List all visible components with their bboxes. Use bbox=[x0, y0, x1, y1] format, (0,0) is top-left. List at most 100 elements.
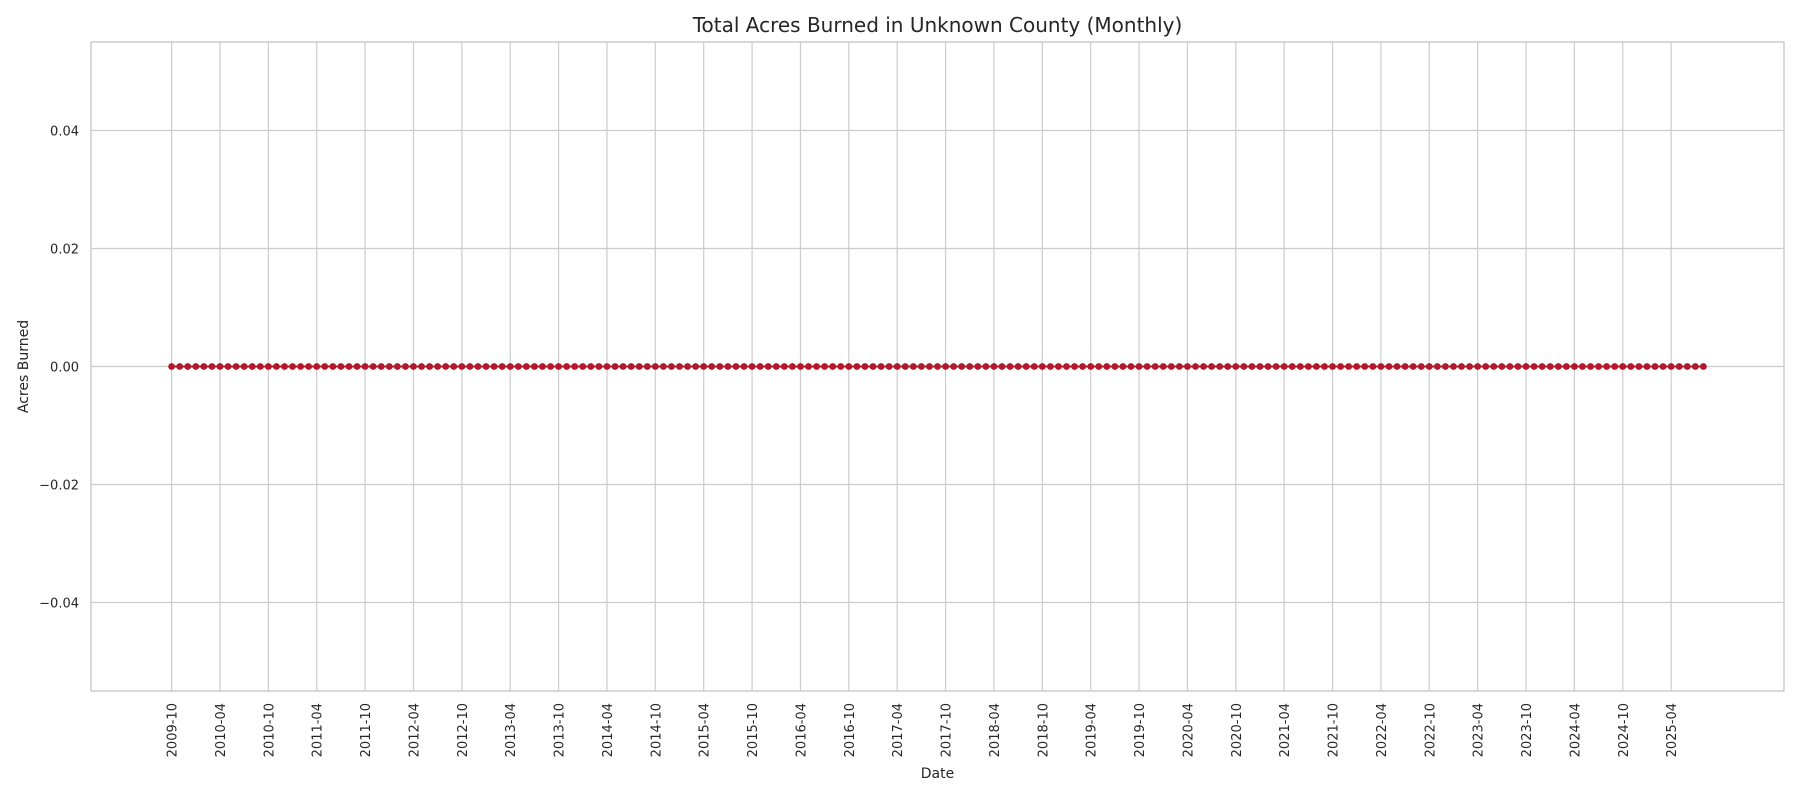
data-point bbox=[603, 363, 611, 370]
data-point bbox=[708, 363, 716, 370]
x-tick-label: 2011-04 bbox=[311, 703, 326, 757]
x-tick-label: 2022-10 bbox=[1423, 703, 1438, 757]
data-point bbox=[966, 363, 974, 370]
data-point bbox=[1232, 363, 1240, 370]
data-point bbox=[934, 363, 941, 370]
data-point bbox=[1119, 363, 1127, 370]
data-point bbox=[635, 363, 643, 370]
x-tick-label: 2015-04 bbox=[698, 703, 713, 757]
data-point bbox=[627, 363, 635, 370]
data-point bbox=[611, 363, 619, 370]
data-point bbox=[490, 363, 498, 370]
data-point bbox=[1659, 363, 1667, 370]
data-point bbox=[982, 363, 990, 370]
data-point bbox=[539, 363, 546, 370]
data-point bbox=[748, 363, 756, 370]
data-point bbox=[563, 363, 571, 370]
data-point bbox=[1635, 363, 1643, 370]
data-point bbox=[434, 363, 442, 370]
data-point bbox=[176, 363, 184, 370]
data-point bbox=[1530, 363, 1538, 370]
data-point bbox=[1474, 363, 1482, 370]
data-point bbox=[1683, 363, 1691, 370]
data-point bbox=[901, 363, 909, 370]
y-axis-ticks: −0.04 −0.02 0.00 0.02 0.04 bbox=[39, 125, 79, 612]
data-point bbox=[917, 363, 925, 370]
data-point bbox=[1546, 363, 1554, 370]
x-tick-label: 2013-04 bbox=[504, 703, 519, 757]
data-point bbox=[732, 363, 740, 370]
data-point bbox=[1361, 363, 1369, 370]
data-point bbox=[821, 363, 829, 370]
data-point bbox=[410, 363, 417, 370]
data-point bbox=[805, 363, 812, 370]
data-point bbox=[442, 363, 450, 370]
data-point bbox=[353, 363, 361, 370]
x-tick-label: 2024-04 bbox=[1568, 703, 1583, 757]
data-point bbox=[845, 363, 853, 370]
data-point bbox=[659, 363, 667, 370]
data-point bbox=[1256, 363, 1264, 370]
data-point bbox=[692, 363, 700, 370]
data-point bbox=[1240, 363, 1248, 370]
data-point bbox=[909, 363, 917, 370]
data-point bbox=[1200, 363, 1207, 370]
data-point bbox=[418, 363, 425, 370]
plot-frame bbox=[90, 41, 1785, 692]
data-point bbox=[1071, 363, 1078, 370]
data-point bbox=[361, 363, 369, 370]
data-point bbox=[998, 363, 1006, 370]
data-point bbox=[764, 363, 772, 370]
data-point bbox=[168, 363, 176, 370]
x-tick-label: 2010-04 bbox=[214, 703, 229, 757]
data-point bbox=[498, 363, 506, 370]
data-point bbox=[1321, 363, 1328, 370]
data-point bbox=[1111, 363, 1119, 370]
x-tick-label: 2019-10 bbox=[1133, 703, 1148, 757]
data-point bbox=[1329, 363, 1336, 370]
x-tick-label: 2020-10 bbox=[1230, 703, 1245, 757]
data-point bbox=[1216, 363, 1224, 370]
data-point bbox=[1603, 363, 1611, 370]
data-point bbox=[1337, 363, 1344, 370]
data-point bbox=[788, 363, 796, 370]
data-point bbox=[1167, 363, 1175, 370]
data-point bbox=[797, 363, 804, 370]
data-point bbox=[1619, 363, 1627, 370]
data-point bbox=[579, 363, 587, 370]
data-point bbox=[1022, 363, 1030, 370]
data-point bbox=[297, 363, 305, 370]
x-tick-label: 2020-04 bbox=[1181, 703, 1196, 757]
data-point bbox=[1208, 363, 1216, 370]
data-point bbox=[740, 363, 748, 370]
data-point bbox=[1143, 363, 1151, 370]
data-point bbox=[256, 363, 264, 370]
x-tick-label: 2010-10 bbox=[262, 703, 277, 757]
data-point bbox=[1127, 363, 1135, 370]
data-point bbox=[273, 363, 280, 370]
x-tick-label: 2014-04 bbox=[601, 703, 616, 757]
data-point bbox=[1046, 363, 1054, 370]
data-point bbox=[264, 363, 272, 370]
y-axis-label: Acres Burned bbox=[16, 320, 32, 413]
data-point bbox=[684, 363, 691, 370]
x-tick-label: 2025-04 bbox=[1665, 703, 1680, 757]
data-point bbox=[700, 363, 708, 370]
y-tick-label: 0.04 bbox=[50, 125, 79, 140]
x-tick-label: 2021-10 bbox=[1327, 703, 1342, 757]
data-point bbox=[853, 363, 861, 370]
data-point bbox=[1506, 363, 1514, 370]
data-point bbox=[869, 363, 877, 370]
data-point bbox=[1667, 363, 1675, 370]
data-point bbox=[377, 363, 385, 370]
data-point bbox=[1458, 363, 1465, 370]
data-point bbox=[1562, 363, 1570, 370]
x-tick-label: 2017-04 bbox=[891, 703, 906, 757]
data-point bbox=[402, 363, 409, 370]
data-point bbox=[337, 363, 345, 370]
series bbox=[168, 363, 1707, 370]
x-tick-label: 2022-04 bbox=[1375, 703, 1390, 757]
data-point bbox=[313, 363, 321, 370]
